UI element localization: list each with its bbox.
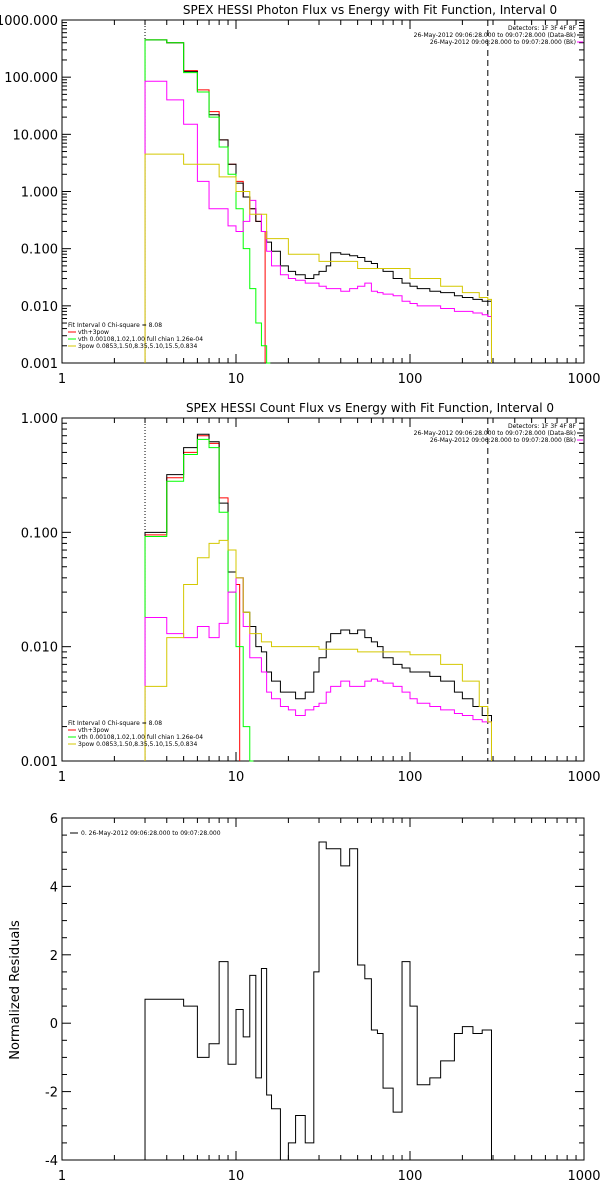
x-tick-label: 1 <box>58 770 66 785</box>
count-flux-title: SPEX HESSI Count Flux vs Energy with Fit… <box>186 401 554 415</box>
y-tick-label: -4 <box>45 1154 58 1169</box>
photon-flux-series <box>144 39 492 364</box>
legend-bottom-left-entry: 3pow 0.0853,1.50,8.35,5.10,15.5,0.834 <box>78 741 197 748</box>
legend-bottom-left-entry: vth 0.00108,1.02,1.00 full chian 1.26e-0… <box>78 734 203 741</box>
legend-bottom-left-entry: 3pow 0.0853,1.50,8.35,5.10,15.5,0.834 <box>78 343 197 350</box>
x-tick-label: 100 <box>398 770 423 785</box>
y-tick-label: 1.000 <box>21 186 58 201</box>
legend-bottom-left-entry: Fit Interval 0 Chi-square = 8.08 <box>68 322 162 329</box>
y-tick-label: 6 <box>50 812 58 827</box>
photon-flux-axes: 1 10 100 1000 0.001 0.010 0.100 1.000 10.000 100.… <box>0 14 600 387</box>
residuals-frame <box>61 817 585 1161</box>
x-tick-label: 10 <box>228 372 245 387</box>
legend-top-right-entry: Detectors: 1F 3F 4F 8F <box>508 25 577 32</box>
count-flux-axes: 1 10 100 1000 0.001 0.010 0.100 1.000 <box>21 412 600 785</box>
y-tick-label: 0.001 <box>21 357 58 372</box>
y-tick-label: 0.100 <box>21 526 58 541</box>
y-tick-label: 0.010 <box>21 300 58 315</box>
photon-flux-panel: SPEX HESSI Photon Flux vs Energy with Fi… <box>0 3 600 387</box>
photon-flux-title: SPEX HESSI Photon Flux vs Energy with Fi… <box>183 3 557 17</box>
x-tick-label: 1000 <box>567 770 600 785</box>
count-flux-series <box>144 433 492 762</box>
x-tick-label: 1 <box>58 372 66 387</box>
data-series-0 <box>144 841 492 1161</box>
legend-bottom-left-entry: Fit Interval 0 Chi-square = 8.08 <box>68 720 162 727</box>
y-tick-label: 100.000 <box>4 71 58 86</box>
x-tick-label: 10 <box>228 770 245 785</box>
legend-top-right-entry: 26-May-2012 09:06:28.000 to 09:07:28.000… <box>430 437 576 444</box>
y-tick-label: 4 <box>50 880 58 895</box>
count-flux-energy-bounds <box>144 418 489 761</box>
y-tick-label: 0.001 <box>21 755 58 770</box>
data-series-0 <box>144 39 266 363</box>
data-series-4 <box>144 539 492 761</box>
residuals-legend: 0. 26-May-2012 09:06:28.000 to 09:07:28.… <box>70 830 221 837</box>
data-series-3 <box>144 577 492 761</box>
legend-entry: 0. 26-May-2012 09:06:28.000 to 09:07:28.… <box>81 830 221 837</box>
legend-top-right-entry: Detectors: 1F 3F 4F 8F <box>508 423 577 430</box>
x-tick-label: 1000 <box>567 372 600 387</box>
y-tick-label: 0.100 <box>21 243 58 258</box>
legend-top-right-entry: 26-May-2012 09:06:28.000 to 09:07:28.000… <box>414 32 576 39</box>
x-tick-label: 100 <box>398 1169 423 1184</box>
legend-top-right-entry: 26-May-2012 09:06:28.000 to 09:07:28.000… <box>430 39 576 46</box>
data-series-1 <box>144 433 492 761</box>
legend-bottom-left-entry: vth+3pow <box>78 329 109 336</box>
photon-flux-frame <box>61 19 585 364</box>
legend-bottom-left-entry: vth+3pow <box>78 727 109 734</box>
residuals-y-axis-label: Normalized Residuals <box>8 920 23 1060</box>
legend-top-right-entry: 26-May-2012 09:06:28.000 to 09:07:28.000… <box>414 430 576 437</box>
y-tick-label: 2 <box>50 949 58 964</box>
x-tick-label: 1000 <box>567 1169 600 1184</box>
y-tick-label: 10.000 <box>13 128 59 143</box>
x-tick-label: 1 <box>58 1169 66 1184</box>
data-series-0 <box>144 435 241 761</box>
y-tick-label: 0 <box>50 1017 58 1032</box>
residuals-series <box>144 841 492 1161</box>
x-tick-label: 100 <box>398 372 423 387</box>
legend-bottom-left-entry: vth 0.00108,1.02,1.00 full chian 1.26e-0… <box>78 336 203 343</box>
data-series-4 <box>144 153 492 363</box>
y-tick-label: 1000.000 <box>0 14 58 29</box>
y-tick-label: 0.010 <box>21 641 58 656</box>
y-tick-label: 1.000 <box>21 412 58 427</box>
residuals-panel: Normalized Residuals 1 10 100 1000-4-20246 … <box>8 812 600 1184</box>
data-series-2 <box>144 438 254 762</box>
count-flux-frame <box>61 417 585 762</box>
residuals-axes: 1 10 100 1000 -4 -2 0 2 4 6 <box>45 812 600 1184</box>
y-tick-label: -2 <box>45 1086 58 1101</box>
x-tick-label: 10 <box>228 1169 245 1184</box>
data-series-3 <box>144 80 492 363</box>
data-series-1 <box>144 39 492 363</box>
data-series-2 <box>144 39 271 364</box>
count-flux-panel: SPEX HESSI Count Flux vs Energy with Fit… <box>21 401 600 785</box>
